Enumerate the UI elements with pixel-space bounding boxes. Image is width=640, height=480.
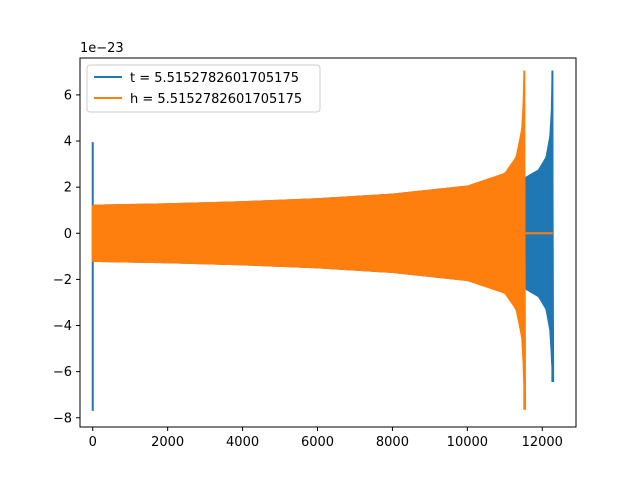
y-tick-label: −2 [53, 273, 72, 288]
x-axis: 0 2000 4000 6000 8000 10000 12000 [89, 427, 563, 450]
y-offset-label: 1e−23 [80, 41, 124, 56]
series-h [91, 70, 553, 410]
x-tick-label: 2000 [151, 435, 184, 450]
y-tick-label: −8 [53, 411, 72, 426]
y-tick-label: −6 [53, 365, 72, 380]
legend-box [86, 64, 321, 113]
y-tick-label: 0 [64, 227, 72, 242]
y-tick-label: −4 [53, 319, 72, 334]
y-axis: −8 −6 −4 −2 0 2 4 6 [53, 88, 80, 426]
y-tick-label: 4 [64, 135, 72, 150]
y-tick-label: 6 [64, 88, 72, 103]
x-tick-label: 10000 [447, 435, 488, 450]
legend: t = 5.5152782601705175 h = 5.515278260170… [86, 64, 321, 113]
series-band [92, 94, 525, 372]
x-tick-label: 6000 [301, 435, 334, 450]
legend-label: h = 5.5152782601705175 [130, 92, 302, 107]
y-tick-label: 2 [64, 181, 72, 196]
x-tick-label: 0 [89, 435, 97, 450]
series-layer [91, 70, 555, 411]
x-tick-label: 8000 [376, 435, 409, 450]
plot-frame [79, 57, 577, 428]
x-tick-label: 4000 [226, 435, 259, 450]
legend-label: t = 5.5152782601705175 [130, 71, 299, 86]
x-tick-label: 12000 [522, 435, 563, 450]
